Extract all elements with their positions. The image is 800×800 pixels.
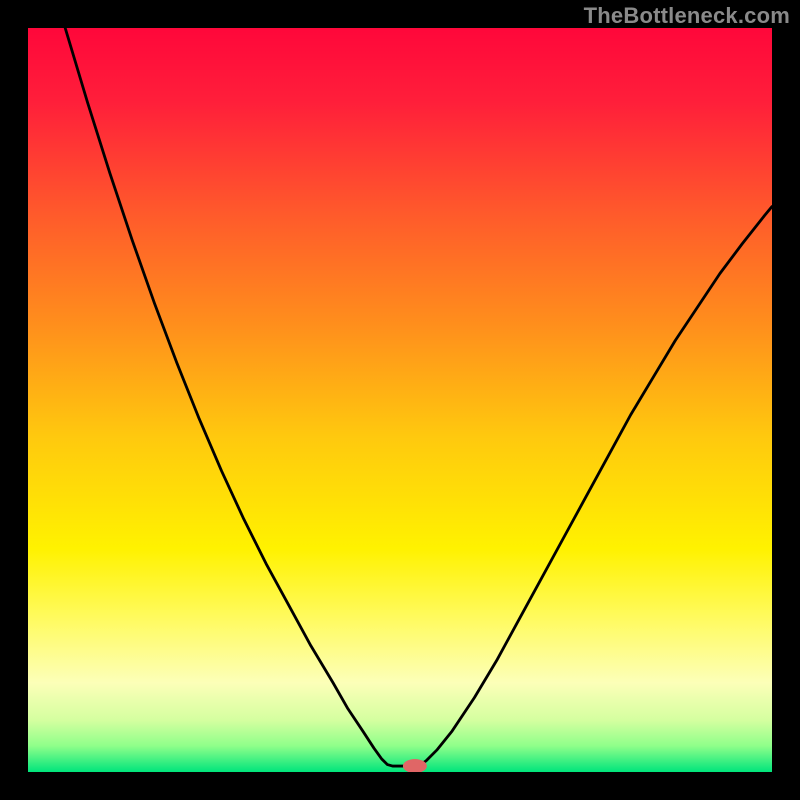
- optimal-point-marker: [403, 759, 427, 773]
- gradient-background: [28, 28, 772, 772]
- bottleneck-chart: [0, 0, 800, 800]
- watermark-text: TheBottleneck.com: [584, 3, 790, 29]
- chart-container: TheBottleneck.com: [0, 0, 800, 800]
